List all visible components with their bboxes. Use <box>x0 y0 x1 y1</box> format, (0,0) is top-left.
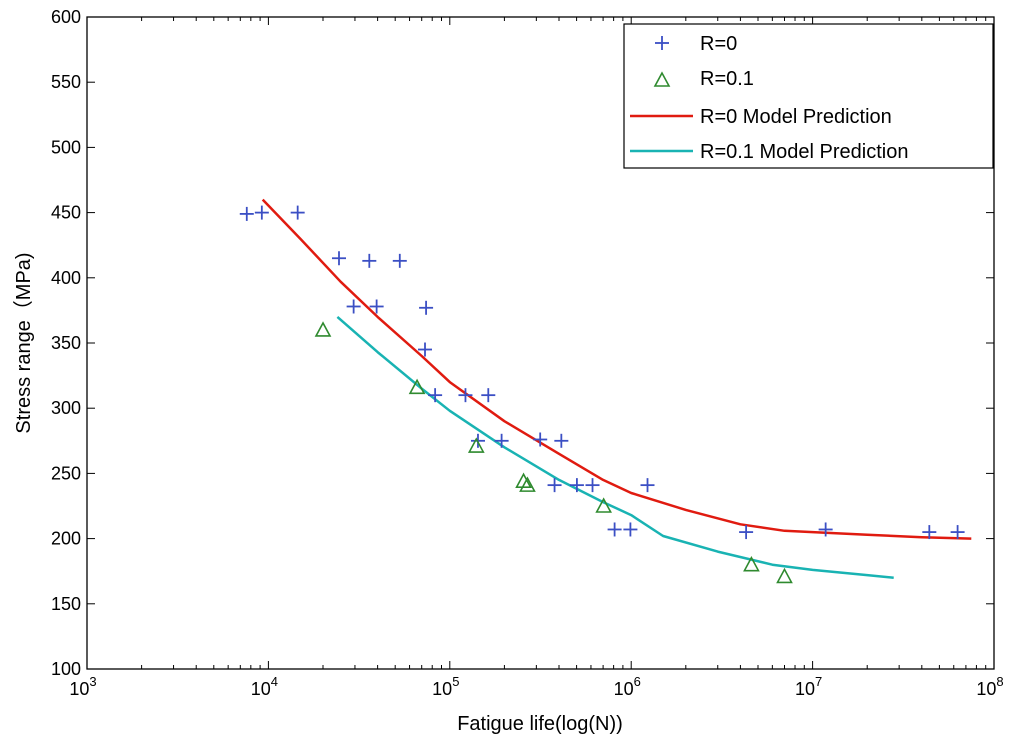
x-tick-label: 106 <box>614 674 641 699</box>
point-r0 <box>346 299 361 314</box>
series-line-3 <box>336 315 894 579</box>
legend-triangle-icon <box>653 71 671 87</box>
point-r0 <box>239 206 254 221</box>
point-r0 <box>569 478 584 493</box>
legend-plus-icon <box>655 36 669 50</box>
point-r01 <box>743 555 760 572</box>
point-r0 <box>331 251 346 266</box>
legend-label-r0: R=0 <box>700 33 737 55</box>
legend-label-r01: R=0.1 <box>700 68 754 90</box>
point-r0 <box>818 522 833 537</box>
point-r0 <box>362 253 377 268</box>
x-axis-title: Fatigue life(log(N)) <box>457 713 623 735</box>
point-r0 <box>494 433 509 448</box>
x-tick-label: 108 <box>976 674 1003 699</box>
y-axis-title: Stress range（MPa) <box>12 252 35 433</box>
point-r0 <box>950 525 965 540</box>
x-tick-labels: 103 104 105 106 107 108 <box>69 674 1003 699</box>
x-tick-label: 104 <box>251 674 278 699</box>
y-tick-label: 100 <box>51 659 81 679</box>
y-tick-label: 500 <box>51 137 81 157</box>
series-layer <box>239 198 972 584</box>
legend-marker-r01 <box>653 71 671 87</box>
y-tick-labels: 100 150 200 250 300 350 400 450 500 550 600 <box>51 7 81 679</box>
point-r0 <box>419 300 434 315</box>
y-tick-label: 400 <box>51 268 81 288</box>
point-r0 <box>458 388 473 403</box>
point-r01 <box>314 321 332 337</box>
point-r0 <box>607 522 622 537</box>
legend-label-r01-model: R=0.1 Model Prediction <box>700 141 908 163</box>
point-r01 <box>467 437 485 453</box>
point-r01 <box>595 497 613 513</box>
y-tick-label: 350 <box>51 333 81 353</box>
point-r0 <box>623 522 638 537</box>
y-tick-label: 150 <box>51 594 81 614</box>
legend-marker-r0 <box>655 36 669 50</box>
point-r01 <box>515 472 532 489</box>
y-tick-label: 600 <box>51 7 81 27</box>
point-r0 <box>428 388 443 403</box>
point-r0 <box>922 525 937 540</box>
y-tick-label: 550 <box>51 72 81 92</box>
point-r01 <box>408 378 426 395</box>
y-tick-label: 250 <box>51 463 81 483</box>
point-r0 <box>290 205 305 220</box>
point-r0 <box>533 432 548 447</box>
point-r0 <box>481 388 496 403</box>
point-r0 <box>739 525 754 540</box>
x-tick-label: 103 <box>69 674 96 699</box>
point-r0 <box>369 299 384 314</box>
series-line-2 <box>261 198 972 540</box>
point-r0 <box>418 342 433 357</box>
y-tick-label: 200 <box>51 529 81 549</box>
y-tick-label: 450 <box>51 203 81 223</box>
point-r01 <box>519 476 536 492</box>
legend: R=0 R=0.1 R=0 Model Prediction R=0.1 Mod… <box>623 23 994 169</box>
x-tick-label: 105 <box>432 674 459 699</box>
legend-label-r0-model: R=0 Model Prediction <box>700 106 892 128</box>
legend-box <box>623 23 994 169</box>
point-r01 <box>776 567 793 584</box>
point-r0 <box>585 478 600 493</box>
point-r0 <box>392 253 407 268</box>
x-tick-label: 107 <box>795 674 822 699</box>
point-r0 <box>640 478 655 493</box>
point-r0 <box>547 478 562 493</box>
point-r0 <box>254 205 269 220</box>
point-r0 <box>554 433 569 448</box>
y-tick-label: 300 <box>51 398 81 418</box>
